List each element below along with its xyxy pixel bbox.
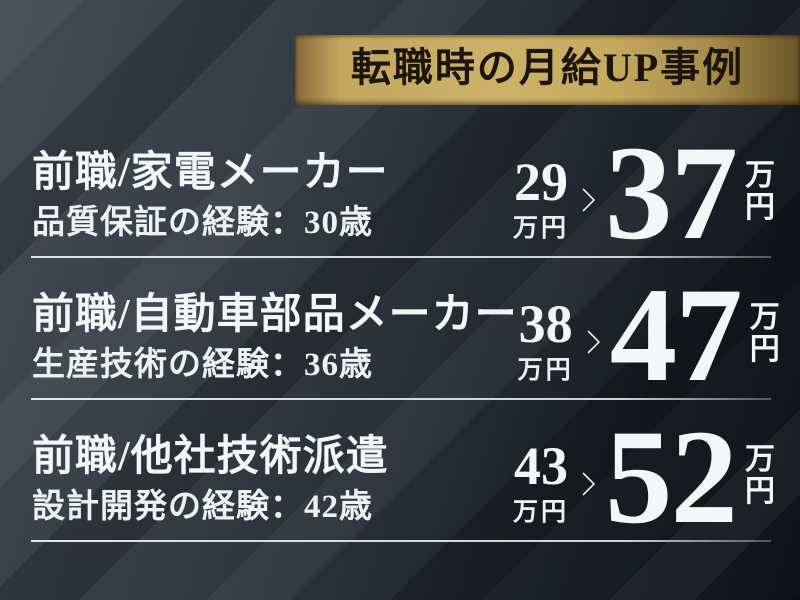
salary-change: 29 万円 37 万 円: [512, 119, 775, 269]
previous-job-title: 前職/家電メーカー: [32, 149, 389, 196]
salary-after-unit-top: 万: [745, 158, 775, 192]
chevron-right-icon: [586, 329, 602, 355]
salary-after-unit-bottom: 円: [749, 332, 780, 366]
row-separator: [31, 398, 771, 400]
row-separator: [31, 540, 771, 542]
salary-before-unit: 万円: [517, 357, 574, 385]
experience-subtitle: 生産技術の経験：36歳: [32, 347, 373, 383]
case-row-1: 前職/家電メーカー 品質保証の経験：30歳 29 万円 37 万 円: [0, 116, 800, 269]
title-banner: 転職時の月給UP事例: [295, 35, 800, 105]
salary-after-value: 52: [605, 403, 738, 553]
experience-subtitle: 品質保証の経験：30歳: [32, 205, 373, 241]
salary-after-value: 47: [609, 261, 743, 411]
case-info: 前職/他社技術派遣 設計開発の経験：42歳: [32, 433, 389, 526]
case-row-3: 前職/他社技術派遣 設計開発の経験：42歳 43 万円 52 万 円: [0, 400, 800, 553]
previous-job-title: 前職/自動車部品メーカー: [32, 291, 518, 338]
salary-change: 43 万円 52 万 円: [512, 403, 775, 553]
salary-after-unit: 万 円: [745, 158, 775, 224]
salary-before: 43 万円: [512, 435, 569, 529]
salary-after-unit: 万 円: [745, 442, 775, 508]
salary-before: 38 万円: [517, 293, 574, 387]
salary-before: 29 万円: [512, 151, 569, 245]
page-title: 転職時の月給UP事例: [350, 45, 745, 90]
salary-after-unit: 万 円: [749, 300, 780, 366]
salary-after-unit-bottom: 円: [745, 474, 775, 508]
chevron-right-icon: [581, 187, 597, 213]
salary-before-value: 43: [513, 435, 568, 496]
salary-before-unit: 万円: [512, 215, 569, 243]
salary-change: 38 万円 47 万 円: [517, 261, 780, 411]
case-info: 前職/自動車部品メーカー 生産技術の経験：36歳: [32, 291, 518, 384]
salary-before-value: 29: [513, 151, 568, 212]
case-list: 前職/家電メーカー 品質保証の経験：30歳 29 万円 37 万 円: [0, 116, 800, 553]
salary-after-value: 37: [605, 119, 738, 269]
salary-after-unit-top: 万: [749, 300, 780, 334]
salary-before-unit: 万円: [512, 499, 569, 527]
experience-subtitle: 設計開発の経験：42歳: [32, 489, 373, 525]
previous-job-title: 前職/他社技術派遣: [32, 433, 389, 480]
case-row-2: 前職/自動車部品メーカー 生産技術の経験：36歳 38 万円 47 万 円: [0, 258, 800, 411]
row-separator: [31, 256, 771, 258]
salary-after-unit-bottom: 円: [745, 190, 775, 224]
chevron-right-icon: [581, 471, 597, 497]
case-info: 前職/家電メーカー 品質保証の経験：30歳: [32, 149, 389, 242]
salary-before-value: 38: [518, 293, 573, 354]
salary-after-unit-top: 万: [745, 442, 775, 476]
